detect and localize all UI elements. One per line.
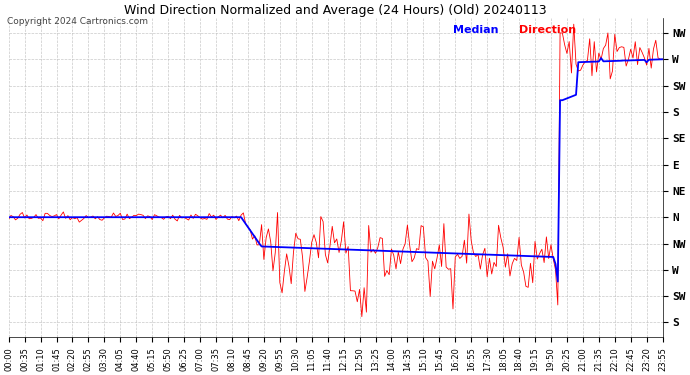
Title: Wind Direction Normalized and Average (24 Hours) (Old) 20240113: Wind Direction Normalized and Average (2…: [124, 4, 547, 17]
Text: Median: Median: [453, 25, 499, 35]
Text: Direction: Direction: [519, 25, 576, 35]
Text: Copyright 2024 Cartronics.com: Copyright 2024 Cartronics.com: [7, 17, 148, 26]
